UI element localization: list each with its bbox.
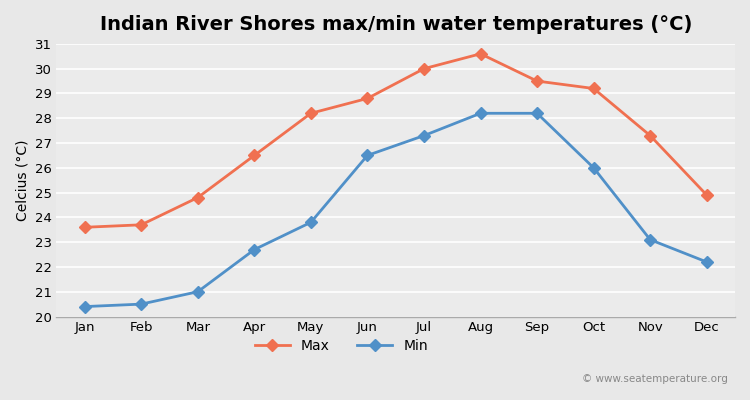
- Legend: Max, Min: Max, Min: [250, 334, 433, 359]
- Text: © www.seatemperature.org: © www.seatemperature.org: [582, 374, 728, 384]
- Y-axis label: Celcius (°C): Celcius (°C): [15, 140, 29, 221]
- Title: Indian River Shores max/min water temperatures (°C): Indian River Shores max/min water temper…: [100, 15, 692, 34]
